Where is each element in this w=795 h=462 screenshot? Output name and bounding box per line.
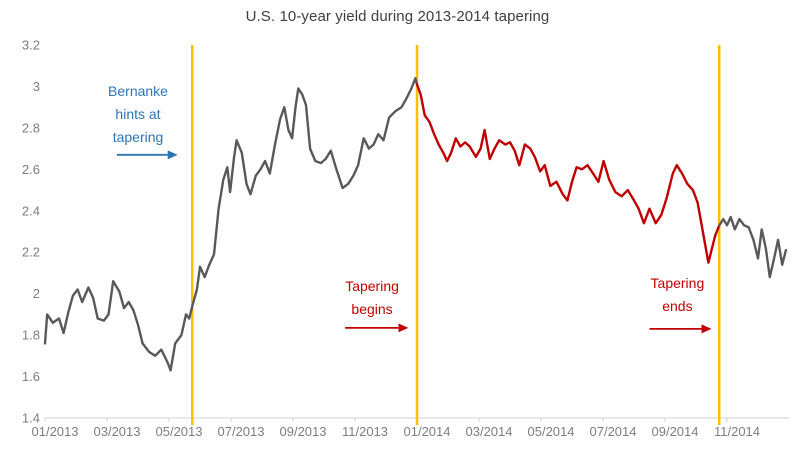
y-axis-label: 3 (33, 79, 40, 94)
x-axis-label: 11/2013 (342, 424, 388, 439)
series-after-tapering (718, 215, 788, 279)
x-axis-label: 01/2013 (32, 424, 79, 439)
y-axis-label: 2 (33, 286, 40, 301)
annotation-tapering-ends: Tapering ends (650, 274, 705, 314)
x-axis-label: 07/2013 (218, 424, 265, 439)
y-axis-label: 2.6 (22, 162, 40, 177)
x-axis-label: 05/2013 (156, 424, 203, 439)
x-axis-label: 01/2014 (404, 424, 451, 439)
y-axis-label: 2.8 (22, 120, 40, 135)
y-axis-label: 1.4 (22, 411, 40, 426)
y-axis-label: 1.6 (22, 369, 40, 384)
x-axis-label: 05/2014 (528, 424, 575, 439)
y-axis-label: 3.2 (22, 38, 40, 53)
x-axis-label: 11/2014 (714, 424, 760, 439)
annotation-tapering-begins: Tapering begins (345, 278, 399, 318)
x-axis-label: 09/2014 (652, 424, 699, 439)
chart-title: U.S. 10-year yield during 2013-2014 tape… (245, 8, 550, 25)
series-before-tapering (43, 76, 419, 372)
y-axis-label: 1.8 (22, 328, 40, 343)
annotation-bernanke-hints: Bernanke hints at tapering (108, 83, 168, 146)
x-axis-label: 09/2013 (280, 424, 327, 439)
y-axis-label: 2.4 (22, 203, 40, 218)
y-axis-label: 2.2 (22, 245, 40, 260)
x-axis-label: 03/2014 (466, 424, 513, 439)
x-axis-label: 03/2013 (94, 424, 141, 439)
x-axis-label: 07/2014 (590, 424, 637, 439)
series-during-tapering (415, 83, 721, 264)
